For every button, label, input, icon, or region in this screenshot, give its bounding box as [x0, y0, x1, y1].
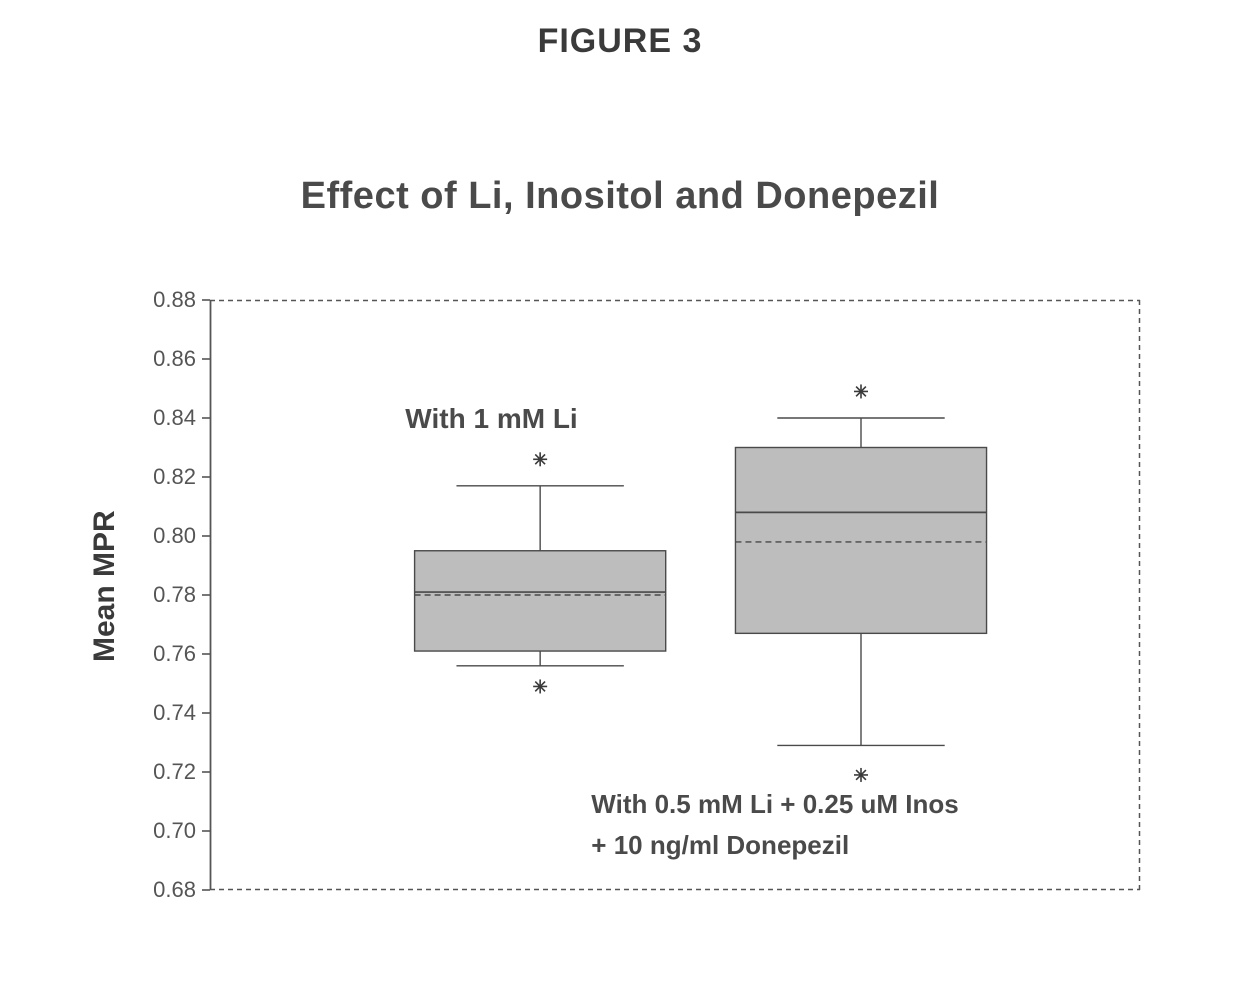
y-tick-label: 0.74	[126, 700, 196, 726]
box-li-only	[415, 551, 666, 651]
y-tick-label: 0.70	[126, 818, 196, 844]
boxplot-chart: Mean MPR 0.680.700.720.740.760.780.800.8…	[210, 300, 1140, 890]
y-tick-label: 0.82	[126, 464, 196, 490]
y-tick-label: 0.86	[126, 346, 196, 372]
y-tick-label: 0.76	[126, 641, 196, 667]
y-tick-label: 0.78	[126, 582, 196, 608]
page: FIGURE 3 Effect of Li, Inositol and Done…	[0, 0, 1240, 983]
chart-annotation: With 0.5 mM Li + 0.25 uM Inos	[591, 789, 958, 820]
chart-annotation: With 1 mM Li	[405, 403, 577, 435]
y-tick-label: 0.72	[126, 759, 196, 785]
y-tick-label: 0.84	[126, 405, 196, 431]
figure-label: FIGURE 3	[0, 22, 1240, 61]
y-tick-label: 0.88	[126, 287, 196, 313]
y-tick-label: 0.80	[126, 523, 196, 549]
y-tick-label: 0.68	[126, 877, 196, 903]
box-li-inos-donepezil	[735, 448, 986, 634]
y-axis-label: Mean MPR	[88, 511, 122, 663]
chart-annotation: + 10 ng/ml Donepezil	[591, 830, 849, 861]
chart-title: Effect of Li, Inositol and Donepezil	[0, 175, 1240, 218]
